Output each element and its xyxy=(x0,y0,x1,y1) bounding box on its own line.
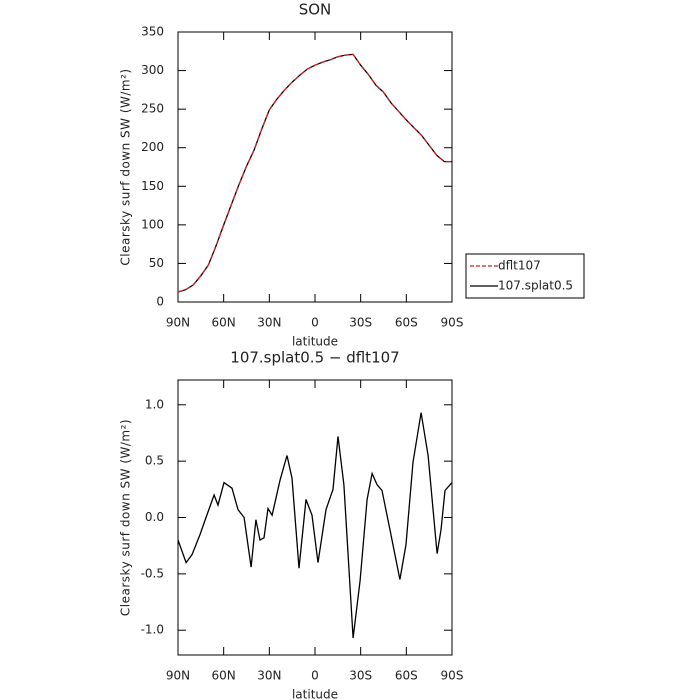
x-tick-label: 60N xyxy=(212,669,236,683)
x-tick-label: 30N xyxy=(257,316,281,330)
legend-label: dflt107 xyxy=(498,259,541,273)
x-axis-label: latitude xyxy=(292,688,338,700)
plot-frame xyxy=(177,31,453,303)
x-axis-label: latitude xyxy=(292,335,338,349)
x-tick-label: 0 xyxy=(311,316,319,330)
x-tick-label: 60S xyxy=(395,669,418,683)
legend-label: 107.splat0.5 xyxy=(498,279,573,293)
y-tick-label: 0 xyxy=(156,295,164,309)
x-tick-label: 60N xyxy=(212,316,236,330)
y-tick-label: 200 xyxy=(141,140,164,154)
y-tick-label: 250 xyxy=(141,102,164,116)
y-tick-label: -1.0 xyxy=(141,623,164,637)
y-tick-label: 350 xyxy=(141,25,164,39)
data-line xyxy=(177,53,452,293)
x-tick-label: 30S xyxy=(349,669,372,683)
data-line xyxy=(177,412,453,639)
y-tick-label: 300 xyxy=(141,63,164,77)
y-tick-label: 0.0 xyxy=(145,510,164,524)
chart-title: SON xyxy=(299,1,332,19)
x-tick-label: 60S xyxy=(395,316,418,330)
x-tick-label: 90N xyxy=(166,669,190,683)
y-tick-label: 150 xyxy=(141,179,164,193)
x-tick-label: 90N xyxy=(166,316,190,330)
y-axis-label: Clearsky surf down SW (W/m²) xyxy=(119,68,133,265)
x-tick-label: 90S xyxy=(441,316,464,330)
y-tick-label: 100 xyxy=(141,217,164,231)
x-tick-label: 0 xyxy=(311,669,319,683)
plot-frame xyxy=(177,379,453,656)
chart-title: 107.splat0.5 − dflt107 xyxy=(230,349,399,367)
y-tick-label: 0.5 xyxy=(145,454,164,468)
x-tick-label: 30N xyxy=(257,669,281,683)
data-line xyxy=(177,53,452,293)
y-axis-label: Clearsky surf down SW (W/m²) xyxy=(119,419,133,616)
x-tick-label: 90S xyxy=(441,669,464,683)
y-tick-label: 50 xyxy=(149,256,164,270)
y-tick-label: 1.0 xyxy=(145,397,164,411)
y-tick-label: -0.5 xyxy=(141,566,164,580)
x-tick-label: 30S xyxy=(349,316,372,330)
legend-box xyxy=(465,253,585,299)
